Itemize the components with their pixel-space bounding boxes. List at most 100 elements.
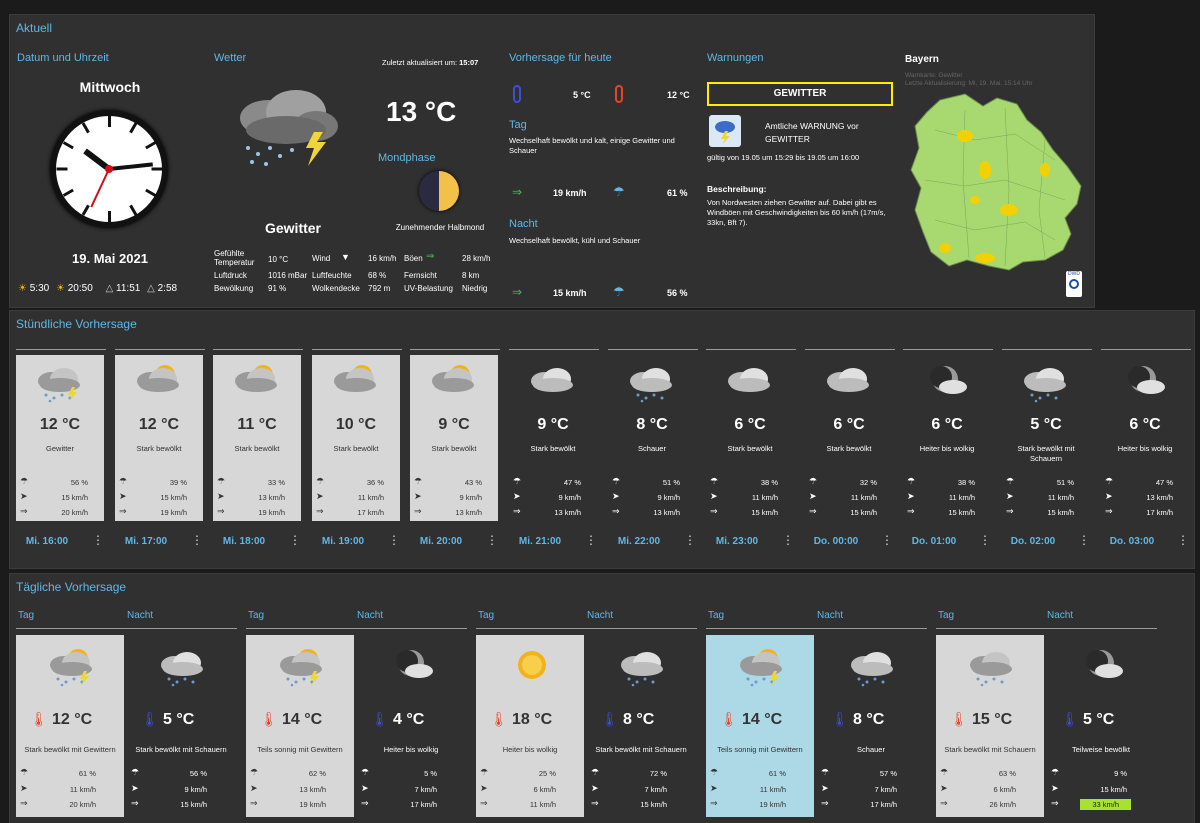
more-options-icon[interactable]: ⋮ [782, 533, 794, 547]
daily-temp: 14 °C [282, 711, 323, 728]
umbrella-icon: ☂ [414, 476, 423, 486]
daily-desc: Stark bewölkt mit Schauern [595, 745, 687, 754]
hourly-card[interactable]: 6 °C Heiter bis wolkig ☂ 47 % ➤ 13 km/h ⇒ 17 km… [1101, 355, 1189, 521]
umbrella-icon: ☂ [940, 767, 949, 777]
hourly-wind: 11 km/h [357, 493, 384, 502]
max-temp: 12 °C [667, 90, 690, 100]
detail-value: 16 km/h [368, 254, 397, 263]
daily-day-card[interactable]: 🌡 14 °C Teils sonnig mit Gewittern ☂ 61 % ➤ 11… [706, 635, 814, 817]
more-options-icon[interactable]: ⋮ [289, 533, 301, 547]
hourly-gust: 13 km/h [554, 508, 581, 517]
warnings-label: Warnungen [707, 52, 764, 64]
daily-night-card[interactable]: 🌡 4 °C Heiter bis wolkig ☂ 5 % ➤ 7 km/h ⇒ 17 km/… [357, 635, 465, 817]
daily-day-card[interactable]: 🌡 15 °C Stark bewölkt mit Schauern ☂ 63 % ➤ 6 … [936, 635, 1044, 817]
hourly-time: Mi. 21:00 [518, 536, 562, 547]
hourly-card[interactable]: 10 °C Stark bewölkt ☂ 36 % ➤ 11 km/h ⇒ 17 km/h [312, 355, 400, 521]
hourly-temp: 9 °C [537, 416, 569, 433]
hourly-temp: 6 °C [931, 416, 963, 433]
warning-badge[interactable]: GEWITTER [707, 82, 893, 106]
hourly-card[interactable]: 5 °C Stark bewölkt mit Schauern ☂ 51 % ➤ 11 k… [1002, 355, 1090, 521]
moon-cloud-icon [1117, 361, 1173, 397]
clock-tick [81, 122, 90, 134]
panel-title: Stündliche Vorhersage [16, 317, 137, 331]
hourly-gust: 17 km/h [357, 508, 384, 517]
wind-direction-icon: ➤ [20, 491, 28, 501]
detail-label: Gefühlte Temperatur [214, 249, 255, 267]
more-options-icon[interactable]: ⋮ [979, 533, 991, 547]
gust-icon: ⇒ [809, 506, 817, 516]
daily-rain: 62 % [308, 769, 326, 778]
hourly-temp: 12 °C [138, 416, 180, 433]
night-label: Nacht [509, 218, 538, 230]
more-options-icon[interactable]: ⋮ [92, 533, 104, 547]
umbrella-icon: ☂ [613, 184, 625, 199]
daily-night-card[interactable]: 🌡 5 °C Stark bewölkt mit Schauern ☂ 56 % ➤ 9 k… [127, 635, 235, 817]
hourly-temp: 12 °C [39, 416, 81, 433]
hourly-gust: 13 km/h [653, 508, 680, 517]
daily-temp: 5 °C [163, 711, 195, 728]
daily-day-card[interactable]: 🌡 12 °C Stark bewölkt mit Gewittern ☂ 61 % ➤ 1… [16, 635, 124, 817]
daily-night-card[interactable]: 🌡 8 °C Stark bewölkt mit Schauern ☂ 72 % ➤ 7 k… [587, 635, 695, 817]
rain-cloud-icon [155, 645, 211, 687]
more-options-icon[interactable]: ⋮ [585, 533, 597, 547]
hourly-card[interactable]: 6 °C Stark bewölkt ☂ 32 % ➤ 11 km/h ⇒ 15 km/h [805, 355, 893, 521]
umbrella-icon: ☂ [20, 767, 29, 777]
hourly-time: Mi. 17:00 [124, 536, 168, 547]
daily-night-card[interactable]: 🌡 8 °C Schauer ☂ 57 % ➤ 7 km/h ⇒ 17 km/h [817, 635, 925, 817]
hourly-rain: 32 % [859, 478, 877, 487]
hourly-card[interactable]: 6 °C Heiter bis wolkig ☂ 38 % ➤ 11 km/h ⇒ 15 km… [903, 355, 991, 521]
detail-value: 68 % [368, 271, 387, 280]
daily-wind: 13 km/h [299, 785, 326, 794]
hourly-rain: 36 % [366, 478, 384, 487]
day-rain: 61 % [667, 188, 688, 198]
hourly-time: Do. 00:00 [813, 536, 859, 547]
panel-title: Aktuell [16, 21, 53, 35]
daily-day-card[interactable]: 🌡 18 °C Heiter bis wolkig ☂ 25 % ➤ 6 km/h ⇒ 11 k… [476, 635, 584, 817]
clock-tick [128, 122, 137, 134]
wind-direction-icon: ▼ [341, 252, 350, 262]
daily-gust: 19 km/h [299, 800, 326, 809]
moon-label: Mondphase [378, 152, 436, 164]
hourly-divider [115, 349, 205, 350]
hourly-time: Mi. 19:00 [321, 536, 365, 547]
umbrella-icon: ☂ [131, 767, 140, 777]
more-options-icon[interactable]: ⋮ [881, 533, 893, 547]
gust-icon: ⇒ [907, 506, 915, 516]
hourly-card[interactable]: 11 °C Stark bewölkt ☂ 33 % ➤ 13 km/h ⇒ 19 km/h [213, 355, 301, 521]
more-options-icon[interactable]: ⋮ [1177, 533, 1189, 547]
hourly-card[interactable]: 9 °C Stark bewölkt ☂ 47 % ➤ 9 km/h ⇒ 13 km/h [509, 355, 597, 521]
hourly-card[interactable]: 12 °C Stark bewölkt ☂ 39 % ➤ 15 km/h ⇒ 19 km/h [115, 355, 203, 521]
description-label: Beschreibung: [707, 184, 767, 194]
night-header: Nacht [587, 610, 614, 621]
hourly-card[interactable]: 8 °C Schauer ☂ 51 % ➤ 9 km/h ⇒ 13 km/h [608, 355, 696, 521]
more-options-icon[interactable]: ⋮ [486, 533, 498, 547]
bavaria-warning-map[interactable] [905, 90, 1090, 295]
wind-direction-icon: ➤ [361, 783, 369, 793]
sun-cloud-icon [131, 361, 187, 397]
more-options-icon[interactable]: ⋮ [388, 533, 400, 547]
more-options-icon[interactable]: ⋮ [1078, 533, 1090, 547]
hourly-gust: 15 km/h [751, 508, 778, 517]
hourly-card[interactable]: 9 °C Stark bewölkt ☂ 43 % ➤ 9 km/h ⇒ 13 km/h [410, 355, 498, 521]
daily-divider [936, 628, 1157, 629]
daily-day-card[interactable]: 🌡 14 °C Teils sonnig mit Gewittern ☂ 62 % ➤ 13… [246, 635, 354, 817]
daily-desc: Teils sonnig mit Gewittern [717, 745, 803, 754]
wind-direction-icon: ➤ [316, 491, 324, 501]
more-options-icon[interactable]: ⋮ [684, 533, 696, 547]
more-options-icon[interactable]: ⋮ [191, 533, 203, 547]
forecast-today-label: Vorhersage für heute [509, 52, 612, 64]
hourly-card[interactable]: 6 °C Stark bewölkt ☂ 38 % ➤ 11 km/h ⇒ 15 km/h [706, 355, 794, 521]
wind-direction-icon: ➤ [20, 783, 28, 793]
daily-night-card[interactable]: 🌡 5 °C Teilweise bewölkt ☂ 9 % ➤ 15 km/h ⇒ 33 km… [1047, 635, 1155, 817]
gust-icon: ⇒ [1051, 798, 1059, 808]
detail-grid: Gefühlte Temperatur 10 °C Luftdruck 1016… [214, 249, 504, 295]
hourly-card[interactable]: 12 °C Gewitter ☂ 56 % ➤ 15 km/h ⇒ 20 km/h [16, 355, 104, 521]
wind-icon: ⇒ [512, 185, 523, 199]
umbrella-icon: ☂ [217, 476, 226, 486]
umbrella-icon: ☂ [513, 476, 522, 486]
thermometer-warm-icon: 🌡 [30, 711, 48, 727]
clock-center [105, 165, 113, 173]
clock-tick [107, 211, 111, 222]
daily-rain: 25 % [538, 769, 556, 778]
daily-divider [706, 628, 927, 629]
